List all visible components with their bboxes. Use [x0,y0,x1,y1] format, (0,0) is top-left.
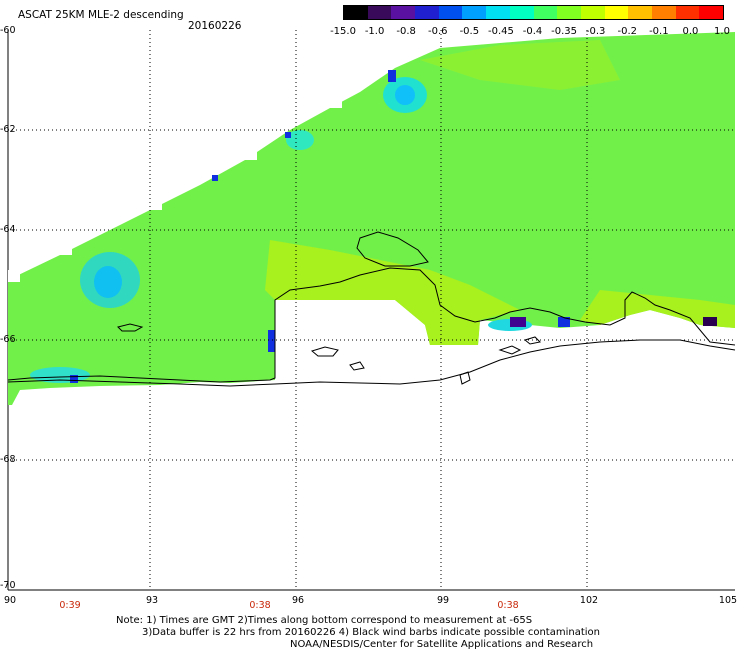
lon-label-93: 93 [145,595,159,606]
color-swatch [580,6,605,19]
swath-patch-cyan-west-core [94,266,122,298]
edge-step-1 [8,270,20,282]
map-date: 20160226 [188,20,242,32]
time-label-2: 0:38 [249,600,271,611]
island-5 [523,336,542,345]
color-scale-label: -0.3 [585,26,606,37]
swath-patch-cyan-edge [286,130,314,150]
color-scale-label: 1.0 [714,26,730,37]
color-swatch [699,6,723,19]
island-1 [356,231,429,267]
swath-region [8,32,735,405]
pixel-blue-5 [70,375,78,383]
time-label-3: 0:38 [497,600,519,611]
coastline-ice-edge [7,339,736,387]
color-swatch [367,6,392,19]
pixel-dark-1 [703,317,717,326]
lat-label-66: -66 [0,334,16,345]
color-scale-label: -15.0 [330,26,356,37]
map-title: ASCAT 25KM MLE-2 descending [18,9,184,21]
color-swatch [604,6,629,19]
pixel-blue-3 [285,132,291,138]
lon-label-96: 96 [291,595,305,606]
color-scale-label: -1.0 [364,26,385,37]
pixel-blue-1 [388,70,396,82]
color-scale-label: -0.5 [459,26,480,37]
edge-step-5 [330,98,342,108]
lon-label-90: 90 [3,595,17,606]
island-6 [459,371,471,385]
color-scale-bar [343,5,724,20]
note-line-3: NOAA/NESDIS/Center for Satellite Applica… [290,639,594,650]
lon-label-99: 99 [436,595,450,606]
coastline-main [7,267,736,383]
swath-band-east [580,290,735,328]
note-line-1: Note: 1) Times are GMT 2)Times along bot… [116,615,533,626]
pixel-purple-1 [510,317,526,327]
time-label-1: 0:39 [59,600,81,611]
island-4 [498,345,522,355]
color-scale-label: -0.35 [551,26,578,37]
swath-data [8,32,735,405]
color-scale-label: -0.45 [487,26,514,37]
island-7 [349,361,365,371]
color-swatch [533,6,558,19]
color-swatch [391,6,416,19]
color-swatch [462,6,487,19]
color-swatch [651,6,676,19]
lat-label-62: -62 [0,124,16,135]
edge-step-4 [245,150,257,160]
lon-label-105: 105 [718,595,738,606]
color-swatch [675,6,700,19]
swath-patch-cyan-north-core [395,85,415,105]
color-swatch [628,6,652,19]
pixel-blue-4 [268,330,275,352]
color-scale-label: -0.2 [617,26,638,37]
edge-step-3 [150,200,162,210]
pixel-blue-6 [558,317,570,327]
color-swatch [438,6,463,19]
note-line-2: 3)Data buffer is 22 hrs from 20160226 4)… [142,627,600,638]
color-scale-label: -0.4 [522,26,543,37]
coastline [7,231,736,387]
color-swatch [486,6,510,19]
color-scale-label: 0.0 [682,26,699,37]
color-swatch [557,6,581,19]
pixel-blue-2 [212,175,218,181]
island-3 [310,346,339,357]
lat-label-70: -70 [0,580,16,591]
island-2 [117,323,144,332]
swath-band-northeast [420,40,620,90]
color-scale-label: -0.6 [427,26,448,37]
grid [8,30,735,590]
lat-label-60: -60 [0,25,16,36]
color-swatch [415,6,439,19]
color-swatch [344,6,368,19]
color-scale-label: -0.8 [396,26,416,37]
lat-label-64: -64 [0,224,16,235]
lat-label-68: -68 [0,454,16,465]
swath-band-coast [265,240,520,345]
lon-label-102: 102 [579,595,599,606]
color-scale-label: -0.1 [649,26,669,37]
color-swatch [509,6,534,19]
edge-step-2 [60,245,72,255]
